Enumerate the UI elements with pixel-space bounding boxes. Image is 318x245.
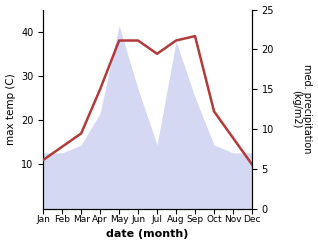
X-axis label: date (month): date (month) (107, 230, 189, 239)
Y-axis label: med. precipitation
(kg/m2): med. precipitation (kg/m2) (291, 64, 313, 154)
Y-axis label: max temp (C): max temp (C) (5, 73, 16, 145)
